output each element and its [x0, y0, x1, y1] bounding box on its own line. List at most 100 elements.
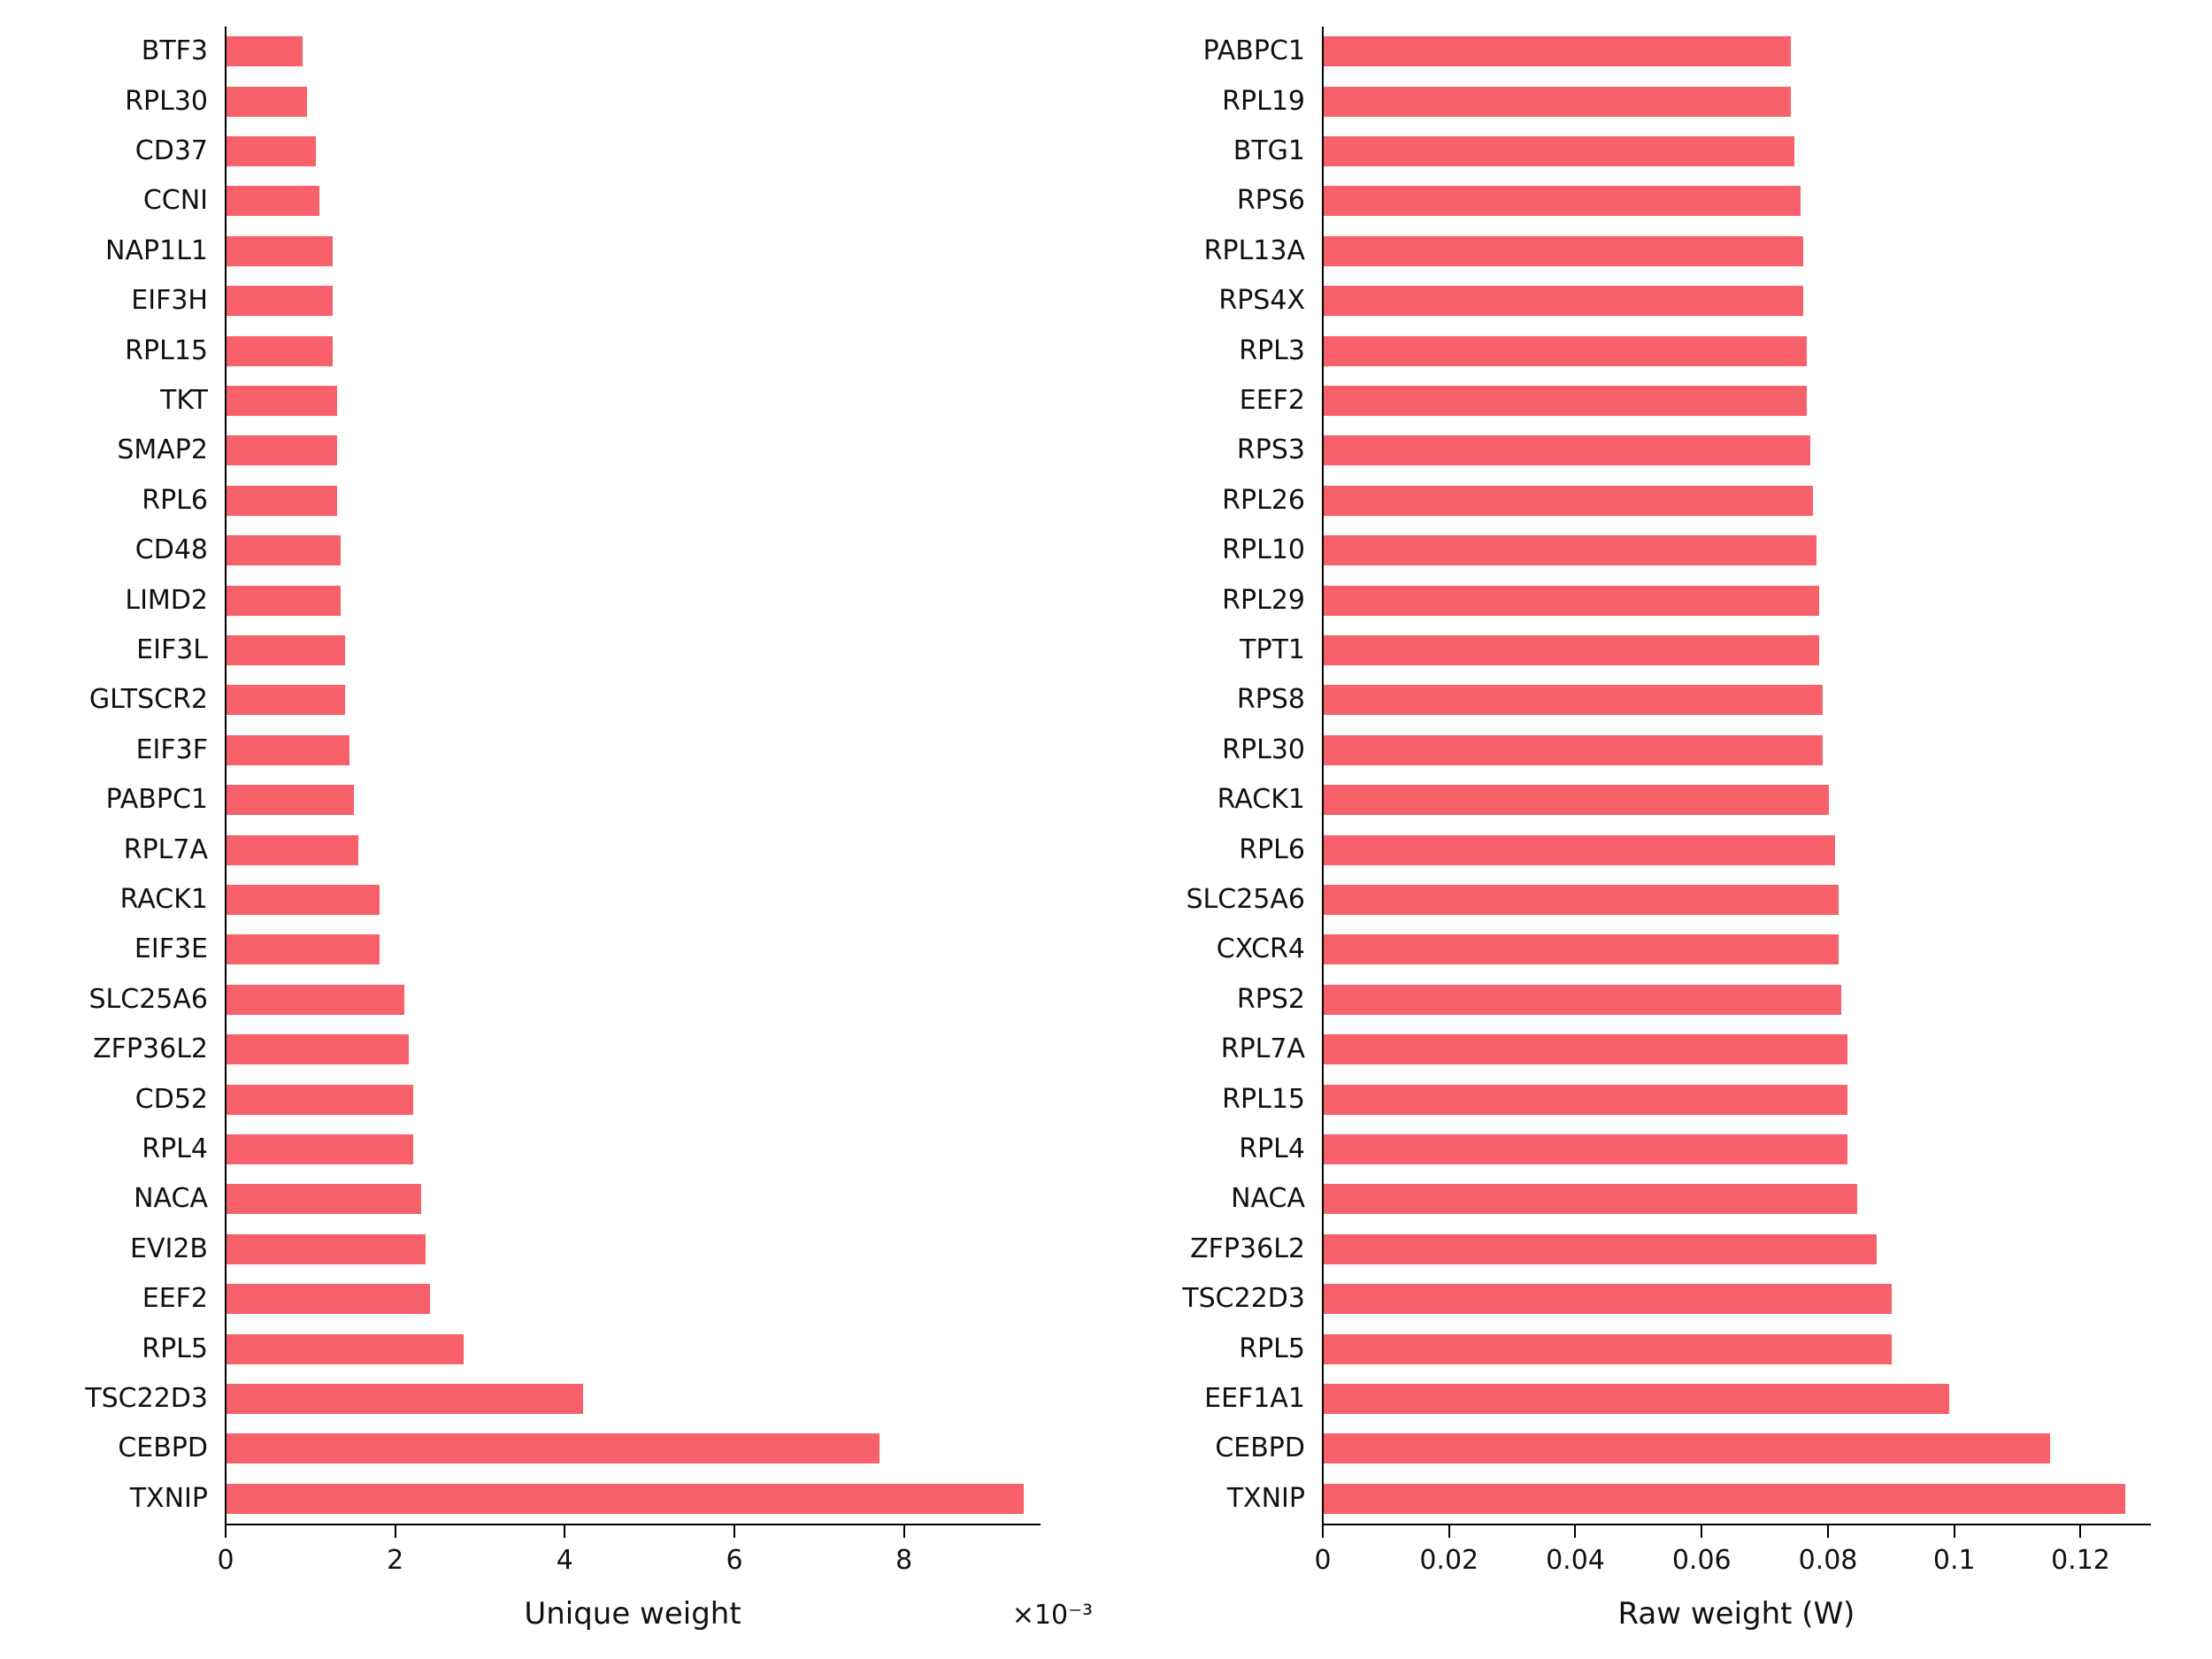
bar: [227, 984, 405, 1015]
x-tick-label: 0.12: [2051, 1545, 2110, 1576]
y-tick-label: CEBPD: [118, 1432, 208, 1464]
y-tick-label: NAP1L1: [105, 234, 208, 266]
y-tick-label: RPL5: [1239, 1333, 1305, 1364]
bar: [227, 885, 380, 915]
y-tick-label: RPL5: [142, 1333, 208, 1364]
bar: [1324, 186, 1801, 217]
x-axis-spine: [1322, 1524, 2151, 1525]
y-tick-label: RPS4X: [1218, 285, 1305, 317]
bar: [227, 1284, 430, 1315]
y-tick-label: EEF1A1: [1204, 1383, 1305, 1414]
bar: [1324, 435, 1810, 466]
x-axis-label: Raw weight (W): [1617, 1596, 1855, 1632]
x-tick: [1574, 1525, 1577, 1538]
bar: [1324, 734, 1823, 765]
y-tick-label: CEBPD: [1215, 1432, 1305, 1464]
y-tick-label: TPT1: [1240, 634, 1305, 665]
y-tick-label: TSC22D3: [1182, 1283, 1305, 1315]
x-tick-label: 0.04: [1546, 1545, 1605, 1576]
y-tick-label: TSC22D3: [85, 1383, 208, 1414]
bar: [227, 1084, 413, 1115]
y-tick-label: RPL4: [1239, 1133, 1305, 1164]
x-tick-label: 2: [387, 1545, 404, 1576]
bar: [1324, 36, 1792, 67]
bar: [1324, 585, 1820, 616]
x-tick-label: 0: [217, 1545, 234, 1576]
y-tick-label: RPL19: [1222, 85, 1305, 117]
y-tick-label: EEF2: [1239, 385, 1305, 416]
y-tick-label: RPS6: [1236, 185, 1305, 217]
x-tick-label: 0.1: [1932, 1545, 1976, 1576]
bar: [227, 386, 337, 416]
y-tick-label: RPS3: [1236, 434, 1305, 466]
raw-weight-chart: PABPC1 RPL19 BTG1 RPS6 RPL13A RPS4X RPL3 EEF2 RP…: [1106, 0, 2212, 1659]
bar: [227, 734, 349, 765]
x-tick: [902, 1525, 905, 1538]
bar: [227, 1384, 583, 1414]
bar: [1324, 86, 1792, 117]
bar: [227, 286, 333, 317]
y-tick-label: PABPC1: [1202, 35, 1305, 67]
bar: [1324, 1433, 2050, 1464]
y-tick-label: SLC25A6: [1186, 884, 1306, 915]
bar: [227, 1333, 465, 1364]
x-tick-label: 0.02: [1419, 1545, 1479, 1576]
bar: [1324, 984, 1842, 1015]
bar: [227, 186, 320, 217]
y-tick-label: RPL7A: [1220, 1033, 1305, 1065]
bar: [1324, 785, 1829, 816]
y-axis-spine: [1322, 27, 1324, 1525]
x-tick-label: 0.08: [1798, 1545, 1858, 1576]
y-tick-label: RPL26: [1222, 484, 1305, 516]
y-tick-label: RPL10: [1222, 534, 1305, 566]
x-tick: [564, 1525, 566, 1538]
unique-weight-chart: BTF3 RPL30 CD37 CCNI NAP1L1 EIF3H RPL15 TKT SMAP…: [85, 27, 1093, 1632]
y-tick-label: RPL30: [1222, 733, 1305, 765]
y-tick-label: RPL7A: [123, 833, 208, 865]
x-tick: [1701, 1525, 1703, 1538]
bar: [1324, 885, 1839, 915]
y-tick-label: RPL30: [125, 85, 208, 117]
y-tick-label: TXNIP: [1226, 1482, 1305, 1514]
bar: [227, 86, 308, 117]
x-tick-label: 4: [556, 1545, 573, 1576]
x-tick: [1322, 1525, 1324, 1538]
bar: [1324, 834, 1836, 865]
bar: [227, 535, 342, 566]
bar: [1324, 1333, 1893, 1364]
x-tick-label: 6: [726, 1545, 743, 1576]
y-tick-label: RPL13A: [1203, 234, 1305, 266]
x-tick: [1953, 1525, 1955, 1538]
bar: [1324, 235, 1804, 266]
bar: [227, 585, 342, 616]
bar: [227, 1034, 410, 1065]
y-tick-label: RPL29: [1222, 584, 1305, 616]
bar: [227, 1184, 422, 1215]
bar: [1324, 1384, 1949, 1414]
bar: [227, 235, 333, 266]
y-tick-label: RPL6: [142, 484, 208, 516]
bar: [227, 1483, 1024, 1514]
bar: [227, 934, 380, 965]
y-tick-label: SLC25A6: [88, 983, 209, 1015]
y-tick-label: SMAP2: [117, 434, 208, 466]
y-tick-label: BTF3: [141, 35, 208, 67]
y-tick-label: RPL15: [125, 334, 208, 366]
bar: [1324, 335, 1807, 366]
y-tick-label: ZFP36L2: [1190, 1233, 1305, 1264]
bar: [227, 1134, 413, 1164]
bar: [1324, 286, 1804, 317]
y-tick-label: RACK1: [119, 884, 208, 915]
bar: [1324, 1233, 1877, 1264]
x-tick: [225, 1525, 227, 1538]
y-tick-label: BTG1: [1233, 135, 1305, 166]
bar: [227, 834, 358, 865]
y-tick-label: CCNI: [142, 185, 208, 217]
y-tick-label: EEF2: [142, 1283, 208, 1315]
y-tick-label: TKT: [160, 385, 208, 416]
y-tick-label: CD37: [134, 135, 208, 166]
y-tick-label: RPL3: [1239, 334, 1305, 366]
y-tick-label: RPL15: [1222, 1083, 1305, 1115]
y-tick-label: ZFP36L2: [93, 1033, 208, 1065]
x-tick-label: 8: [895, 1545, 913, 1576]
